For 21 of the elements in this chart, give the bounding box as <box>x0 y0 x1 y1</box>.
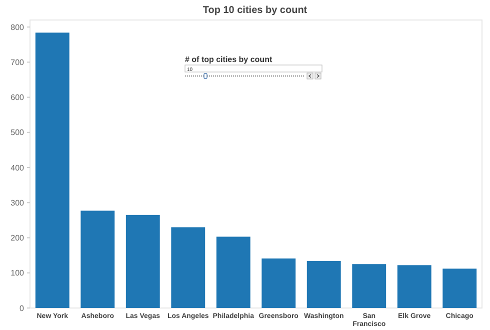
bar <box>442 268 477 308</box>
y-tick-label: 300 <box>10 198 25 208</box>
bar <box>306 260 341 308</box>
bar <box>397 265 432 308</box>
bar <box>80 210 115 308</box>
y-tick-label: 800 <box>10 22 25 32</box>
annotation: # of top cities by count <box>185 55 272 64</box>
bar <box>352 264 386 308</box>
y-tick-label: 0 <box>20 304 25 313</box>
y-tick-label: 500 <box>10 128 25 138</box>
y-tick-label: 100 <box>10 268 25 278</box>
y-tick-label: 400 <box>10 163 25 172</box>
bar <box>171 227 206 308</box>
chart-title: Top 10 cities by count <box>202 5 308 16</box>
y-tick-label: 700 <box>10 58 25 67</box>
y-tick-label: 600 <box>10 93 25 102</box>
bar <box>262 258 296 308</box>
bar <box>35 32 70 308</box>
bar <box>216 236 250 308</box>
bar <box>126 214 160 308</box>
y-tick-label: 200 <box>10 234 25 243</box>
